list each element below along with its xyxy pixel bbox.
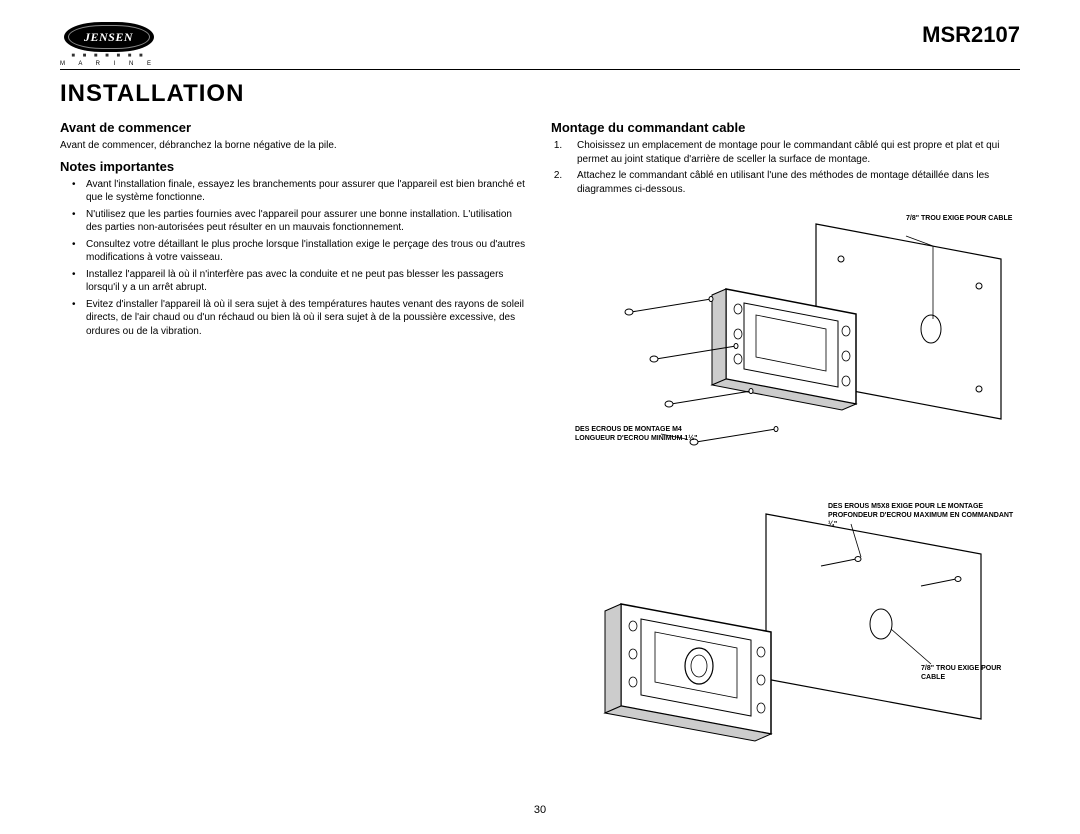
list-item: Choisissez un emplacement de montage pou… xyxy=(565,139,1020,166)
heading-before: Avant de commencer xyxy=(60,120,529,135)
page-title: INSTALLATION xyxy=(60,80,1020,108)
page-header: JENSEN ■ ■ ■ ■ ■ ■ ■ M A R I N E MSR2107 xyxy=(60,22,1020,70)
logo-dots: ■ ■ ■ ■ ■ ■ ■ xyxy=(71,53,145,59)
list-item: N'utilisez que les parties fournies avec… xyxy=(74,208,529,235)
list-item: Installez l'appareil là où il n'interfèr… xyxy=(74,268,529,295)
list-item: Avant l'installation finale, essayez les… xyxy=(74,178,529,205)
notes-list: Avant l'installation finale, essayez les… xyxy=(60,178,529,339)
label-bottom-cable-hole: 7/8" TROU EXIGE POUR CABLE xyxy=(921,664,1020,682)
diagram-bottom xyxy=(561,494,1031,774)
list-item: Consultez votre détaillant le plus proch… xyxy=(74,238,529,265)
diagram-area: 7/8" TROU EXIGE POUR CABLE DES ECROUS DE… xyxy=(551,204,1020,764)
page-number: 30 xyxy=(534,804,546,816)
model-number: MSR2107 xyxy=(922,22,1020,48)
brand-logo: JENSEN ■ ■ ■ ■ ■ ■ ■ M A R I N E xyxy=(60,22,157,67)
logo-text: JENSEN xyxy=(84,30,133,45)
steps-list: Choisissez un emplacement de montage pou… xyxy=(551,139,1020,196)
list-item: Attachez le commandant câblé en utilisan… xyxy=(565,169,1020,196)
label-top-cable-hole: 7/8" TROU EXIGE POUR CABLE xyxy=(906,214,1012,223)
label-top-nuts: DES ECROUS DE MONTAGE M4 LONGUEUR D'ECRO… xyxy=(575,425,697,443)
para-before: Avant de commencer, débranchez la borne … xyxy=(60,139,529,153)
heading-notes: Notes importantes xyxy=(60,159,529,174)
logo-subtext: M A R I N E xyxy=(60,61,157,67)
left-column: Avant de commencer Avant de commencer, d… xyxy=(60,114,529,764)
heading-mount: Montage du commandant cable xyxy=(551,120,1020,135)
logo-oval: JENSEN xyxy=(64,22,154,52)
list-item: Evitez d'installer l'appareil là où il s… xyxy=(74,298,529,339)
label-bottom-screws: DES EROUS M5X8 EXIGE POUR LE MONTAGE PRO… xyxy=(828,502,1020,529)
right-column: Montage du commandant cable Choisissez u… xyxy=(551,114,1020,764)
content-columns: Avant de commencer Avant de commencer, d… xyxy=(60,114,1020,764)
